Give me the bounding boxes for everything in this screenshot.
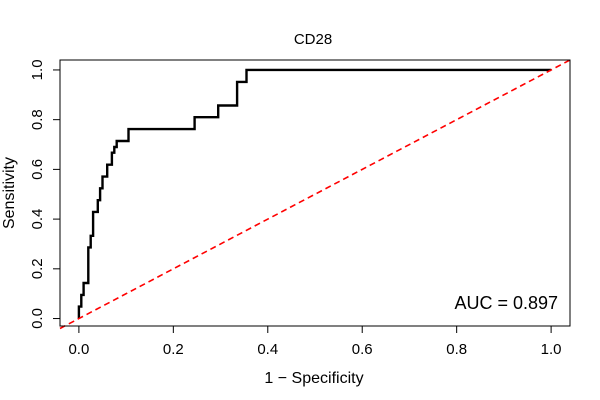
x-tick-label: 0.4 <box>257 341 278 358</box>
x-tick-label: 0.0 <box>68 341 89 358</box>
x-tick-label: 0.8 <box>446 341 467 358</box>
y-tick-label: 0.2 <box>29 258 46 279</box>
x-axis-label: 1 − Specificity <box>264 370 363 387</box>
y-axis-label: Sensitivity <box>1 157 18 229</box>
x-tick-label: 1.0 <box>541 341 562 358</box>
y-axis: 0.0 0.2 0.4 0.6 0.8 1.0 <box>29 59 61 329</box>
y-tick-label: 1.0 <box>29 59 46 80</box>
y-tick-label: 0.8 <box>29 109 46 130</box>
plot-area <box>59 59 571 330</box>
x-tick-label: 0.6 <box>352 341 373 358</box>
y-tick-label: 0.4 <box>29 209 46 230</box>
x-axis: 0.0 0.2 0.4 0.6 0.8 1.0 <box>68 325 562 358</box>
chart-title: CD28 <box>294 31 332 48</box>
reference-diagonal-line <box>59 59 571 330</box>
y-tick-label: 0.6 <box>29 159 46 180</box>
auc-annotation: AUC = 0.897 <box>454 293 558 313</box>
y-tick-label: 0.0 <box>29 308 46 329</box>
x-tick-label: 0.2 <box>163 341 184 358</box>
roc-curve <box>77 68 552 319</box>
